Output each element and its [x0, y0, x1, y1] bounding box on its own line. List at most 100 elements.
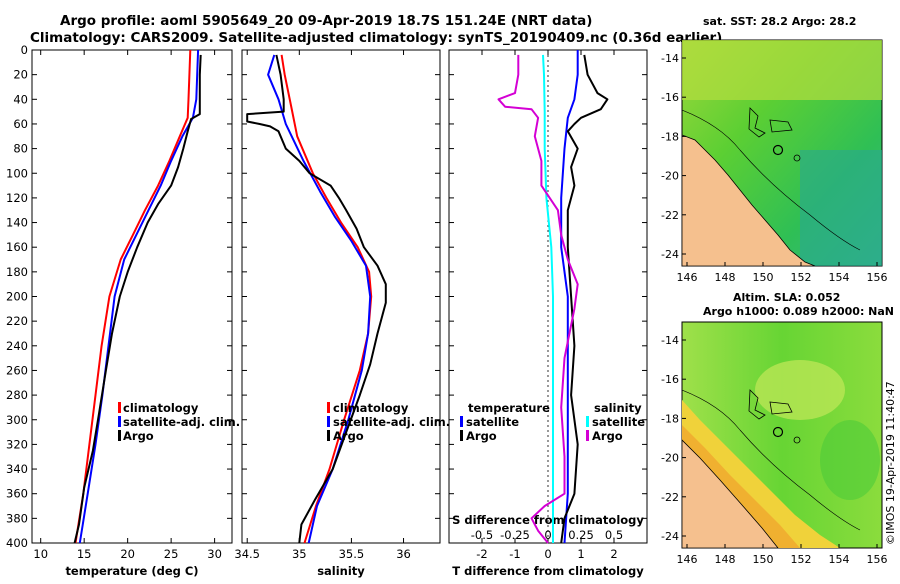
map-lat-label: -16: [661, 373, 679, 386]
x-tick-label: 20: [120, 547, 135, 561]
salinity-xlabel: salinity: [317, 564, 365, 578]
y-tick-label: 140: [6, 216, 28, 230]
temperature-xlabel: temperature (deg C): [65, 564, 198, 578]
map-lon-label: 148: [715, 271, 736, 284]
legend-s-satellite-label: satellite: [592, 415, 645, 429]
y-tick-label: 40: [13, 92, 28, 106]
y-tick-label: 160: [6, 240, 28, 254]
x-tick-label: -1: [509, 547, 520, 561]
legend-climatology-swatch: [327, 402, 330, 413]
x-tick-label: 2: [610, 547, 617, 561]
salinity-argo-line: [246, 54, 387, 544]
difference-xlabel: T difference from climatology: [452, 564, 644, 578]
map-lat-label: -22: [661, 491, 679, 504]
y-tick-label: 240: [6, 339, 28, 353]
x-tick-label: 35.5: [339, 547, 365, 561]
sla-high-patch: [755, 360, 845, 420]
title-line1: Argo profile: aoml 5905649_20 09-Apr-201…: [60, 13, 592, 29]
x-tick-label: 0: [544, 547, 551, 561]
map-lat-label: -24: [661, 530, 679, 543]
legend-temperature-panel: climatology satellite-adj. clim. Argo: [118, 401, 240, 443]
map-lat-label: -22: [661, 209, 679, 222]
legend-satellite-swatch: [327, 416, 330, 427]
y-tick-label: 300: [6, 413, 28, 427]
y-tick-label: 60: [13, 117, 28, 131]
temperature-argo-line: [73, 54, 202, 544]
y-tick-label: 360: [6, 487, 28, 501]
legend-climatology-swatch: [118, 402, 121, 413]
sst-cool-patch: [800, 150, 882, 266]
y-tick-label: 280: [6, 388, 28, 402]
legend-salinity-panel: climatology satellite-adj. clim. Argo: [327, 401, 450, 443]
y-tick-label: 400: [6, 536, 28, 550]
x2-tick-label: -0.25: [500, 528, 530, 542]
y-tick-label: 380: [6, 511, 28, 525]
sst-land: [682, 134, 816, 266]
sla-land: [682, 439, 779, 548]
x-tick-label: 25: [164, 547, 179, 561]
x-tick-label: 30: [207, 547, 222, 561]
y-tick-label: 100: [6, 166, 28, 180]
legend-satellite-label: satellite-adj. clim.: [123, 415, 240, 429]
y-tick-label: 220: [6, 314, 28, 328]
map-lon-label: 152: [791, 553, 812, 566]
legend-difference-panel: temperature satellite Argo salinity sate…: [460, 401, 645, 443]
legend-t-satellite-swatch: [460, 416, 463, 427]
x-tick-label: -2: [476, 547, 487, 561]
map-lon-label: 154: [829, 553, 850, 566]
s-diff-axis-label: S difference from climatology: [452, 513, 644, 527]
y-tick-label: 260: [6, 363, 28, 377]
x-tick-label: 15: [77, 547, 92, 561]
x2-tick-label: 0.5: [605, 528, 623, 542]
legend-temperature-title: temperature: [468, 401, 550, 415]
map-lon-label: 152: [791, 271, 812, 284]
legend-s-argo-swatch: [586, 430, 589, 441]
sst-map-title: sat. SST: 28.2 Argo: 28.2: [703, 15, 856, 28]
map-lat-label: -14: [661, 52, 679, 65]
sst-warm-patch: [682, 40, 882, 100]
legend-s-argo-label: Argo: [592, 429, 623, 443]
map-lon-label: 146: [677, 553, 698, 566]
legend-t-argo-label: Argo: [466, 429, 497, 443]
x-tick-label: 34.5: [234, 547, 260, 561]
legend-s-satellite-swatch: [586, 416, 589, 427]
legend-climatology-label: climatology: [123, 401, 199, 415]
credit-text: ©IMOS 19-Apr-2019 11:40:47: [884, 381, 897, 545]
salinity-frame: [241, 49, 441, 544]
legend-argo-label: Argo: [123, 429, 154, 443]
sla-argo-marker: [772, 426, 784, 438]
legend-argo-label: Argo: [333, 429, 364, 443]
x-tick-label: 10: [33, 547, 48, 561]
legend-argo-swatch: [118, 430, 121, 441]
temperature-climatology-line: [74, 49, 192, 544]
sla-map: [681, 321, 883, 549]
map-lat-label: -14: [661, 334, 679, 347]
x2-tick-label: -0.5: [471, 528, 493, 542]
y-tick-label: 20: [13, 68, 28, 82]
map-lon-label: 150: [753, 553, 774, 566]
sla-reef-contour: [682, 389, 861, 531]
map-lat-label: -20: [661, 452, 679, 465]
map-lon-label: 150: [753, 271, 774, 284]
salinity-panel: 34.5 35 35.5 36 salinity: [234, 49, 441, 578]
difference-t-argo-line: [560, 54, 609, 544]
map-lon-label: 148: [715, 553, 736, 566]
y-tick-label: 320: [6, 437, 28, 451]
x-tick-label: 36: [396, 547, 411, 561]
map-lon-label: 146: [677, 271, 698, 284]
y-tick-label: 120: [6, 191, 28, 205]
x-tick-label: 35: [292, 547, 307, 561]
map-ticks: 146 148 150 152 154 156 -14 -16 -18 -20 -22 -24 146 1…: [661, 52, 887, 566]
y-tick-label: 0: [21, 43, 28, 57]
difference-s-argo-line: [497, 54, 579, 544]
map-lon-label: 156: [867, 553, 888, 566]
map-lat-label: -20: [661, 170, 679, 183]
temperature-panel: 0 20 40 60 80 100 120 140 160 180 200 220 240 260 280 3…: [6, 43, 233, 578]
difference-s-satellite-line: [542, 54, 554, 543]
legend-t-satellite-label: satellite: [466, 415, 519, 429]
map-lat-label: -18: [661, 412, 679, 425]
sla-map-title-line1: Altim. SLA: 0.052: [733, 291, 840, 304]
difference-panel: -2 -1 0 1 2 T difference from climatology S di…: [448, 49, 648, 578]
x2-tick-label: 0.25: [568, 528, 594, 542]
